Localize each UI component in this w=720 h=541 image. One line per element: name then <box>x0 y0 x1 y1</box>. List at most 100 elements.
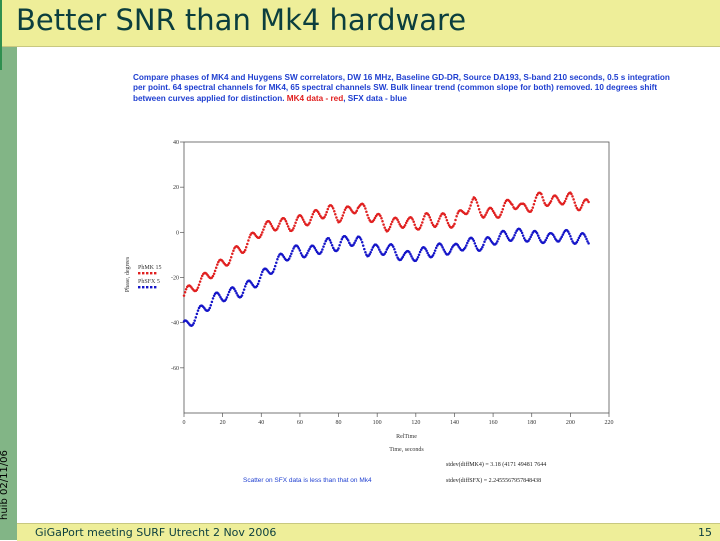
x-tick-label: 180 <box>527 420 536 426</box>
sfx-point <box>570 237 573 241</box>
sfx-point <box>233 287 236 291</box>
mk4-point <box>242 250 246 254</box>
sfx-point <box>587 242 590 245</box>
mk4-point <box>412 220 415 224</box>
sfx-point <box>193 319 196 322</box>
mk4-point <box>485 211 488 214</box>
mk4-point <box>563 199 567 203</box>
mk4-point <box>579 206 583 209</box>
mk4-point <box>531 206 535 209</box>
mk4-point <box>227 261 231 265</box>
caption-sfx-label: , SFX data - blue <box>343 93 407 103</box>
title-accent-line <box>0 0 2 70</box>
sfx-point <box>503 230 507 234</box>
mk4-point <box>483 215 486 218</box>
mk4-point <box>326 207 330 211</box>
mk4-point <box>364 207 367 210</box>
sfx-point <box>473 242 477 245</box>
mk4-point <box>477 207 481 211</box>
sfx-point <box>440 244 443 247</box>
sfx-point <box>210 300 214 304</box>
sfx-point <box>483 240 486 244</box>
sfx-point <box>586 240 589 243</box>
legend-marker <box>138 272 141 275</box>
mk4-point <box>216 263 219 266</box>
stdev-mk4: stdev(diffMK4) = 3.18 (4171 49481 7644 <box>446 462 547 468</box>
sfx-point <box>330 244 334 247</box>
legend-marker <box>146 272 149 275</box>
mk4-point <box>578 208 582 211</box>
sfx-point <box>337 247 340 250</box>
sfx-point <box>260 273 263 276</box>
sfx-point <box>442 248 445 251</box>
sfx-point <box>235 292 238 295</box>
mk4-point <box>246 242 249 246</box>
mk4-point <box>419 224 423 227</box>
x-tick-label: 60 <box>297 420 303 426</box>
sfx-point <box>512 236 515 239</box>
mk4-point <box>542 199 545 202</box>
mk4-point <box>446 221 450 225</box>
mk4-point <box>418 226 422 230</box>
sfx-point <box>392 245 395 249</box>
sfx-point <box>495 242 498 245</box>
sfx-point <box>324 239 327 243</box>
page-number: 15 <box>698 526 712 539</box>
sfx-point <box>467 239 470 242</box>
y-tick-label: -60 <box>171 366 179 372</box>
sfx-point <box>241 291 245 294</box>
mk4-point <box>454 218 457 222</box>
sfx-point <box>359 238 363 241</box>
mk4-point <box>270 225 274 228</box>
mk4-point <box>436 222 439 226</box>
sfx-point <box>499 232 502 235</box>
x-tick-label: 160 <box>489 420 498 426</box>
mk4-point <box>343 208 347 212</box>
sfx-point <box>449 248 453 251</box>
mk4-point <box>363 204 366 208</box>
sfx-point <box>313 246 317 250</box>
mk4-point <box>501 207 505 211</box>
legend-marker <box>154 272 157 275</box>
mk4-point <box>292 226 295 230</box>
mk4-point <box>573 201 576 204</box>
sfx-point <box>514 231 517 235</box>
mk4-point <box>565 195 569 198</box>
sfx-point <box>568 232 571 235</box>
figure-caption: Compare phases of MK4 and Huygens SW cor… <box>133 73 673 104</box>
sfx-point <box>585 237 588 241</box>
sfx-point <box>323 242 326 245</box>
sfx-point <box>257 279 261 283</box>
mk4-point <box>331 207 335 210</box>
mk4-point <box>339 219 342 222</box>
sfx-point <box>314 248 318 252</box>
mk4-point <box>580 203 584 207</box>
sfx-point <box>194 316 198 319</box>
mk4-point <box>309 218 312 222</box>
sfx-point <box>513 234 516 237</box>
sfx-point <box>471 237 474 241</box>
mk4-point <box>403 223 407 227</box>
sfx-point <box>234 289 237 293</box>
x-tick-label: 20 <box>220 420 226 426</box>
legend-marker <box>150 286 153 289</box>
sfx-point <box>299 251 303 255</box>
sfx-point <box>522 236 526 240</box>
mk4-point <box>381 220 384 223</box>
sfx-point <box>432 251 436 255</box>
sfx-point <box>384 250 388 254</box>
mk4-point <box>398 222 401 226</box>
mk4-point <box>231 252 234 255</box>
mk4-point <box>469 204 472 207</box>
mk4-point <box>335 216 338 219</box>
mk4-point <box>397 220 400 224</box>
y-tick-label: 40 <box>173 140 179 146</box>
legend-label: PhMK 15 <box>138 265 162 271</box>
mk4-point <box>354 211 357 214</box>
mk4-point <box>445 218 449 222</box>
sfx-point <box>227 290 231 294</box>
mk4-point <box>389 223 393 226</box>
mk4-point <box>310 215 313 219</box>
mk4-point <box>184 287 188 291</box>
sfx-point <box>386 246 390 249</box>
